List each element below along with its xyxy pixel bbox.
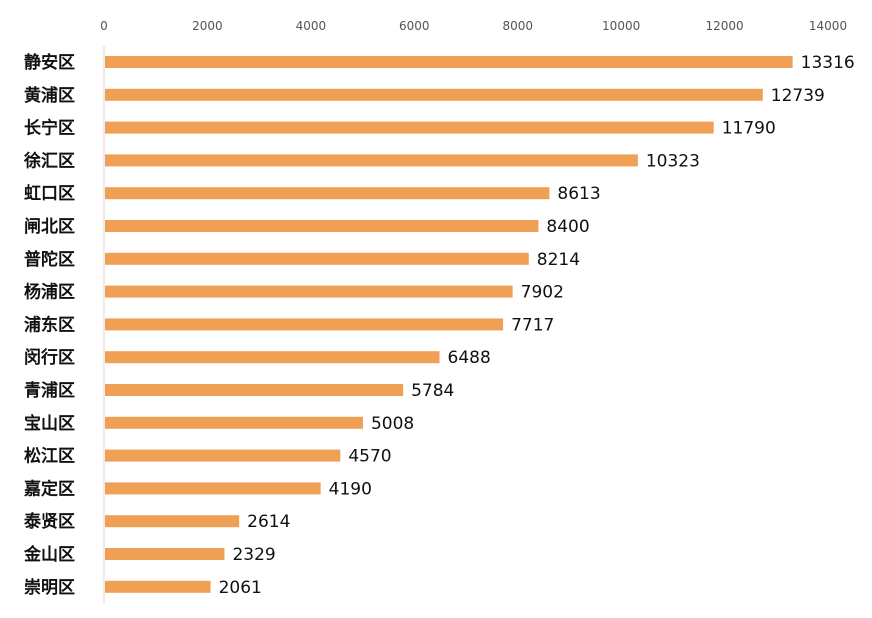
data-label: 12739 xyxy=(771,86,825,106)
category-label: 青浦区 xyxy=(24,380,75,401)
bar xyxy=(105,449,341,462)
category-label: 虹口区 xyxy=(24,184,75,204)
category-label: 闵行区 xyxy=(24,347,75,368)
data-label: 5784 xyxy=(411,381,454,401)
data-label: 10323 xyxy=(646,151,700,171)
bar xyxy=(105,548,225,560)
data-label: 2061 xyxy=(219,578,262,598)
category-label: 泰贤区 xyxy=(24,511,75,532)
data-label: 6488 xyxy=(448,348,491,368)
data-label: 4190 xyxy=(329,479,372,499)
bars xyxy=(105,56,793,593)
bar xyxy=(105,285,513,298)
bar xyxy=(105,515,240,528)
x-tick-label: 10000 xyxy=(602,19,640,33)
category-label: 徐汇区 xyxy=(23,150,75,171)
bar xyxy=(105,121,714,134)
category-label: 宝山区 xyxy=(24,413,75,434)
bar xyxy=(105,318,504,331)
bar xyxy=(105,88,763,101)
bar xyxy=(105,482,321,495)
category-label: 普陀区 xyxy=(24,249,75,270)
data-label: 7717 xyxy=(511,315,554,335)
category-labels: 静安区黄浦区长宁区徐汇区虹口区闸北区普陀区杨浦区浦东区闵行区青浦区宝山区松江区嘉… xyxy=(23,52,75,598)
category-label: 浦东区 xyxy=(24,314,75,335)
bar xyxy=(105,384,404,396)
category-label: 杨浦区 xyxy=(24,282,75,303)
category-label: 金山区 xyxy=(23,544,75,565)
bar xyxy=(105,252,529,265)
category-label: 松江区 xyxy=(24,446,75,467)
data-label: 11790 xyxy=(722,119,776,139)
x-axis-ticks: 0 2000 4000 6000 8000 10000 12000 14000 xyxy=(100,19,847,33)
x-tick-label: 12000 xyxy=(705,19,743,33)
x-tick-label: 4000 xyxy=(296,19,327,33)
data-label: 2614 xyxy=(247,512,290,532)
category-label: 长宁区 xyxy=(24,118,75,139)
bar xyxy=(105,580,211,593)
x-tick-label: 8000 xyxy=(502,19,533,33)
data-label: 8613 xyxy=(557,184,600,204)
bar xyxy=(105,56,793,68)
category-label: 嘉定区 xyxy=(23,478,75,499)
bar xyxy=(105,220,539,232)
x-tick-label: 0 xyxy=(100,19,108,33)
category-label: 静安区 xyxy=(24,52,75,73)
bar xyxy=(105,351,440,364)
bar xyxy=(105,187,550,200)
category-label: 崇明区 xyxy=(24,578,75,598)
data-label: 4570 xyxy=(348,447,391,467)
value-labels: 13316 12739 11790 10323 8613 8400 8214 7902 7717… xyxy=(219,53,855,598)
data-label: 2329 xyxy=(232,545,275,565)
data-label: 7902 xyxy=(521,283,564,303)
category-label: 闸北区 xyxy=(24,216,75,237)
data-label: 13316 xyxy=(801,53,855,73)
x-tick-label: 6000 xyxy=(399,19,430,33)
data-label: 5008 xyxy=(371,414,414,434)
bar xyxy=(105,154,638,167)
category-label: 黄浦区 xyxy=(24,85,75,106)
x-tick-label: 2000 xyxy=(192,19,223,33)
data-label: 8214 xyxy=(537,250,580,270)
data-label: 8400 xyxy=(546,217,589,237)
bar xyxy=(105,416,363,429)
x-tick-label: 14000 xyxy=(809,19,847,33)
